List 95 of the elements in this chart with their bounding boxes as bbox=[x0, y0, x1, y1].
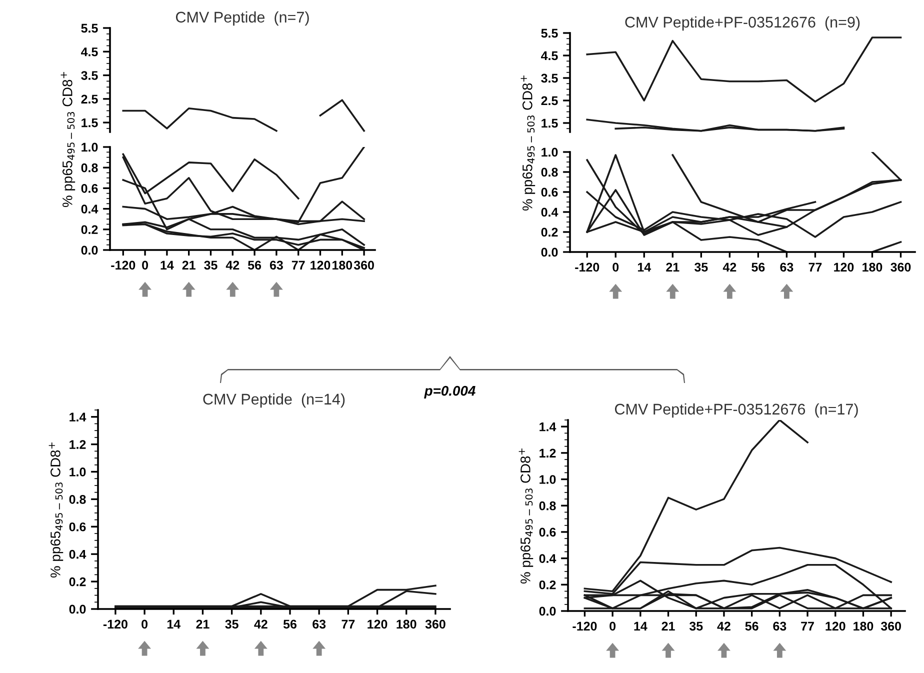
x-tick-label: 120 bbox=[368, 620, 388, 629]
y-tick-label: 0.2 bbox=[541, 228, 558, 237]
x-tick-label: 35 bbox=[694, 262, 708, 272]
x-tick-label: 0 bbox=[142, 620, 148, 629]
y-tick-label: 1.2 bbox=[540, 448, 556, 458]
y-tick-label: 0.4 bbox=[541, 208, 558, 217]
x-tick-label: 35 bbox=[689, 622, 703, 631]
x-tick-label: 14 bbox=[160, 260, 174, 270]
chart-title: CMV Peptide+PF-03512676 (n=17) bbox=[614, 403, 858, 418]
y-tick-label: 2.5 bbox=[541, 96, 558, 106]
x-tick-label: 77 bbox=[292, 260, 305, 270]
x-tick-label: 14 bbox=[638, 262, 652, 272]
y-tick-label: 1.0 bbox=[82, 142, 98, 152]
x-tick-label: 42 bbox=[226, 260, 240, 270]
y-tick-label: 0.8 bbox=[69, 495, 86, 504]
y-tick-label: 1.4 bbox=[70, 412, 86, 422]
x-tick-label: -120 bbox=[103, 620, 128, 629]
y-tick-label: 3.5 bbox=[81, 71, 98, 80]
x-tick-label: 56 bbox=[752, 262, 765, 272]
x-tick-label: 63 bbox=[780, 262, 794, 272]
x-tick-label: 0 bbox=[610, 622, 616, 631]
y-tick-label: 0.8 bbox=[81, 163, 98, 172]
y-tick-label: 1.0 bbox=[70, 468, 86, 476]
x-tick-label: 120 bbox=[310, 260, 330, 270]
x-tick-label: 42 bbox=[717, 622, 730, 630]
x-tick-label: 360 bbox=[354, 260, 374, 270]
x-tick-label: -120 bbox=[575, 262, 600, 272]
y-tick-label: 0.6 bbox=[69, 522, 86, 532]
x-tick-label: 21 bbox=[182, 260, 196, 270]
y-tick-label: 1.0 bbox=[540, 475, 556, 484]
y-tick-label: 0.0 bbox=[81, 246, 98, 255]
x-tick-label: 77 bbox=[808, 262, 822, 272]
y-tick-label: 0.4 bbox=[81, 204, 98, 214]
chart-title: CMV Peptide (n=14) bbox=[203, 393, 345, 408]
x-tick-label: -120 bbox=[572, 622, 597, 631]
y-tick-label: 0.6 bbox=[541, 188, 558, 197]
y-tick-label: 0.0 bbox=[541, 248, 558, 257]
y-tick-label: 1.2 bbox=[70, 440, 86, 449]
y-tick-label: 0.4 bbox=[539, 554, 556, 563]
x-tick-label: 56 bbox=[283, 620, 296, 629]
x-tick-label: 360 bbox=[880, 622, 901, 631]
y-tick-label: 3.5 bbox=[541, 74, 558, 83]
y-tick-label: 1.5 bbox=[542, 118, 558, 128]
y-tick-label: 5.5 bbox=[541, 28, 558, 38]
y-tick-label: 0.8 bbox=[539, 501, 556, 510]
x-tick-label: 180 bbox=[854, 622, 874, 631]
x-tick-label: 77 bbox=[801, 622, 814, 630]
x-tick-label: 360 bbox=[890, 262, 911, 272]
x-tick-label: 56 bbox=[248, 260, 262, 270]
y-axis-title: % pp65$_{495−503}$ CD8$^{+}$ bbox=[518, 448, 534, 584]
y-tick-label: 0.4 bbox=[69, 550, 86, 559]
x-tick-label: 63 bbox=[773, 622, 786, 631]
x-tick-label: 42 bbox=[722, 262, 736, 272]
y-tick-label: 4.5 bbox=[541, 51, 558, 60]
y-tick-label: 1.4 bbox=[540, 422, 556, 432]
y-axis-title: % pp65$_{495−503}$ CD8$^{+}$ bbox=[60, 72, 76, 208]
x-tick-label: 56 bbox=[745, 622, 758, 631]
y-tick-label: 0.6 bbox=[539, 528, 556, 537]
y-tick-label: 2.5 bbox=[81, 94, 98, 104]
x-tick-label: 77 bbox=[342, 620, 355, 628]
x-tick-label: 21 bbox=[662, 622, 675, 630]
x-tick-label: 0 bbox=[142, 260, 148, 270]
x-tick-label: 35 bbox=[204, 260, 218, 270]
y-tick-label: 0.6 bbox=[81, 184, 98, 193]
y-tick-label: 1.0 bbox=[542, 148, 558, 157]
y-tick-label: 0.2 bbox=[69, 577, 86, 586]
x-tick-label: 63 bbox=[312, 620, 326, 629]
x-tick-label: 14 bbox=[167, 620, 181, 628]
x-tick-label: 120 bbox=[834, 262, 854, 272]
x-tick-label: 180 bbox=[862, 262, 882, 272]
x-tick-label: 21 bbox=[196, 620, 210, 628]
y-tick-label: 0.0 bbox=[69, 604, 86, 614]
y-tick-label: 4.5 bbox=[81, 48, 98, 56]
x-tick-label: 21 bbox=[666, 262, 680, 272]
x-tick-label: 180 bbox=[332, 260, 352, 270]
x-tick-label: 14 bbox=[634, 622, 648, 630]
x-tick-label: 120 bbox=[826, 622, 846, 631]
y-tick-label: 0.0 bbox=[539, 606, 556, 616]
y-tick-label: 0.2 bbox=[81, 225, 98, 234]
y-tick-label: 1.5 bbox=[82, 118, 98, 128]
x-tick-label: 0 bbox=[612, 262, 619, 272]
y-tick-label: 5.5 bbox=[81, 24, 98, 33]
chart-title: CMV Peptide (n=7) bbox=[176, 11, 309, 26]
x-tick-label: -120 bbox=[111, 260, 136, 270]
y-axis-title: % pp65$_{495−503}$ CD8$^{+}$ bbox=[48, 442, 64, 578]
y-axis-title: % pp65$_{495−503}$ CD8$^{+}$ bbox=[520, 75, 536, 211]
x-tick-label: 42 bbox=[254, 620, 268, 628]
x-tick-label: 360 bbox=[425, 620, 446, 629]
text: p=0.004 bbox=[424, 386, 476, 398]
x-tick-label: 35 bbox=[225, 620, 238, 629]
chart-title: CMV Peptide+PF-03512676 (n=9) bbox=[625, 16, 860, 31]
x-tick-label: 63 bbox=[270, 260, 283, 270]
y-tick-label: 0.2 bbox=[539, 580, 556, 590]
y-tick-label: 0.8 bbox=[541, 168, 558, 177]
x-tick-label: 180 bbox=[396, 620, 416, 629]
